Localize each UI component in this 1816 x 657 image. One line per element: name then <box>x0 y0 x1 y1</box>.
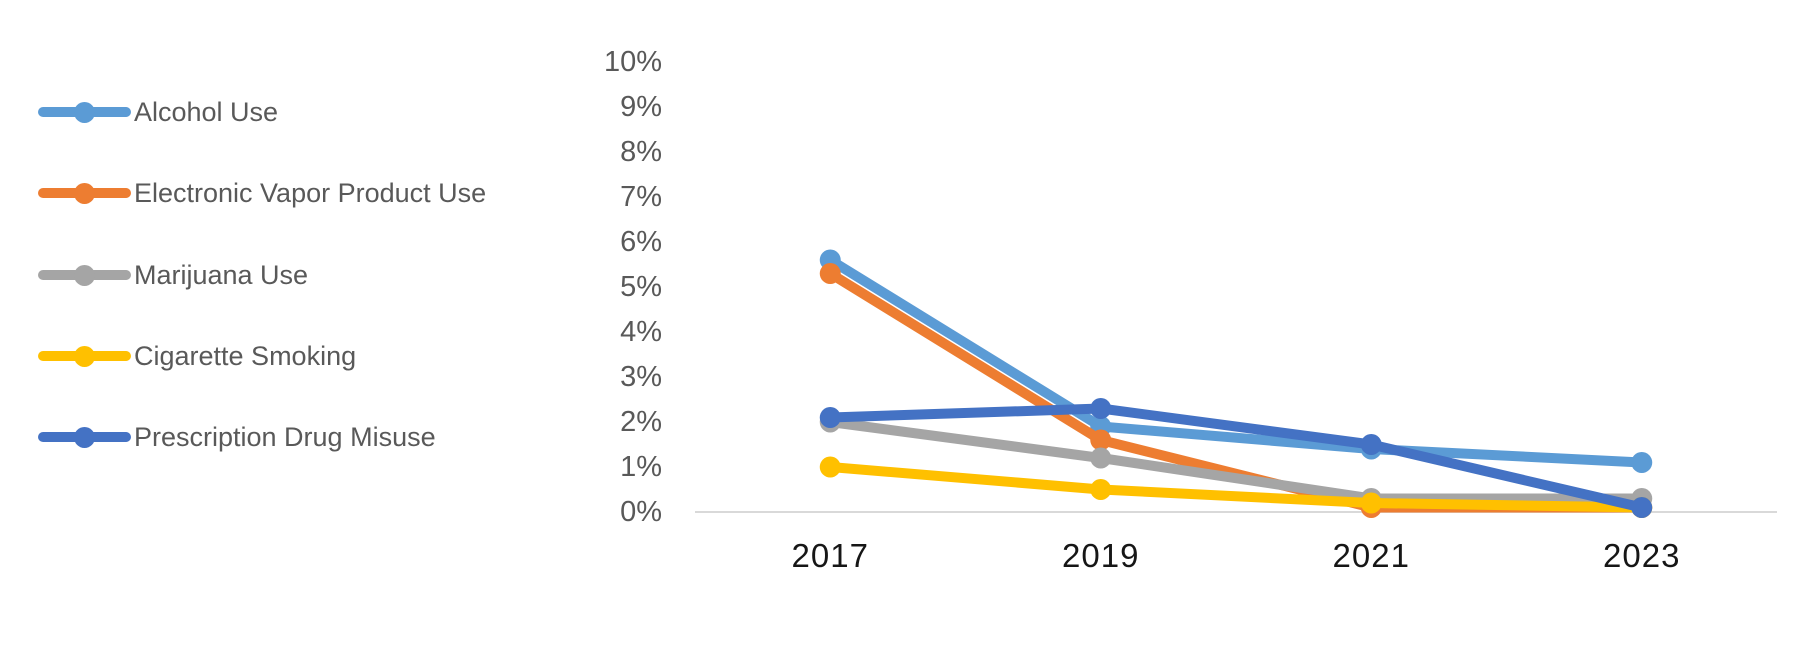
legend-item-alcohol-use: Alcohol Use <box>38 91 278 133</box>
legend-line-dot-marker <box>38 264 131 286</box>
series-line-marijuana-use <box>825 417 1647 504</box>
legend-label: Alcohol Use <box>134 96 279 127</box>
series-line-alcohol-use <box>825 255 1647 468</box>
series-line-prescription-drug-misuse <box>825 403 1647 513</box>
legend-item-cigarette-smoking: Cigarette Smoking <box>38 335 356 377</box>
data-point-prescription-drug-misuse-2021 <box>1360 434 1382 455</box>
data-point-cigarette-smoking-2019 <box>1090 479 1112 500</box>
legend-label: Prescription Drug Misuse <box>134 421 436 452</box>
legend-label: Marijuana Use <box>134 259 309 290</box>
data-point-prescription-drug-misuse-2023 <box>1631 497 1653 518</box>
data-point-cigarette-smoking-2021 <box>1360 492 1382 514</box>
legend-line-dot-marker <box>38 426 131 448</box>
x-tick-label: 2021 <box>1332 537 1410 574</box>
legend-item-prescription-drug-misuse: Prescription Drug Misuse <box>38 416 436 458</box>
legend-item-marijuana-use: Marijuana Use <box>38 254 308 296</box>
x-tick-label: 2017 <box>791 537 869 574</box>
y-tick-label: 4% <box>620 316 662 348</box>
y-tick-label: 7% <box>620 181 662 213</box>
series-line-cigarette-smoking <box>825 462 1647 513</box>
legend-label: Cigarette Smoking <box>134 340 357 371</box>
x-tick-label: 2023 <box>1603 537 1681 574</box>
y-tick-label: 5% <box>620 271 662 303</box>
legend-item-electronic-vapor-product-use: Electronic Vapor Product Use <box>38 172 486 214</box>
y-tick-label: 6% <box>620 226 662 258</box>
legend-line-dot-marker <box>38 345 131 367</box>
data-point-prescription-drug-misuse-2019 <box>1090 398 1112 419</box>
y-tick-label: 8% <box>620 136 662 168</box>
y-tick-label: 2% <box>620 406 662 438</box>
data-point-prescription-drug-misuse-2017 <box>819 407 841 428</box>
x-tick-label: 2019 <box>1062 537 1140 574</box>
y-tick-label: 0% <box>620 496 662 528</box>
legend-line-dot-marker <box>38 182 131 204</box>
data-point-alcohol-use-2023 <box>1631 452 1653 473</box>
y-tick-label: 3% <box>620 361 662 393</box>
chart-legend: Alcohol Use Electronic Vapor Product Use… <box>38 0 518 657</box>
y-tick-label: 1% <box>620 451 662 483</box>
data-point-electronic-vapor-product-use-2017 <box>819 263 841 284</box>
y-tick-label: 9% <box>620 91 662 123</box>
y-tick-label: 10% <box>603 46 662 78</box>
legend-label: Electronic Vapor Product Use <box>134 177 487 208</box>
data-point-cigarette-smoking-2017 <box>819 456 841 478</box>
legend-line-dot-marker <box>38 101 131 123</box>
data-point-electronic-vapor-product-use-2019 <box>1090 429 1112 451</box>
data-point-marijuana-use-2019 <box>1090 447 1112 469</box>
